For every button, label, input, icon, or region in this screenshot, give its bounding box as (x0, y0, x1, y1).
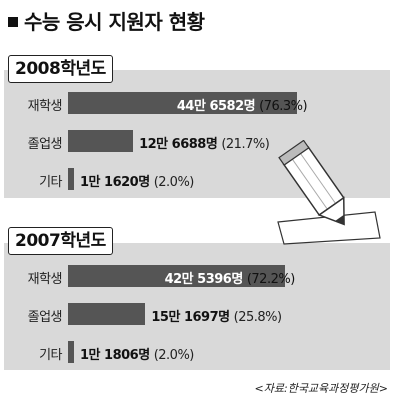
chart-title: 수능 응시 지원자 현황 (8, 6, 205, 35)
section-title-2007: 2007학년도 (8, 227, 113, 255)
title-square-icon (8, 16, 18, 27)
bar-0-0 (68, 92, 297, 114)
row-label-1-2: 기타 (39, 348, 62, 363)
bar-label-1-0: 42만 5396명 (72.2%) (164, 268, 296, 287)
bar-1-0 (68, 265, 285, 287)
value-label: 1만 1620명 (80, 175, 154, 190)
bar-1-1 (68, 303, 146, 325)
percent-label: (72.2%) (246, 272, 295, 287)
value-label: 1만 1806명 (80, 348, 154, 363)
bar-0-1 (68, 130, 134, 152)
pencil-icon (277, 140, 381, 245)
percent-label: (25.8%) (233, 310, 282, 325)
percent-label: (2.0%) (153, 175, 195, 190)
bar-0-2 (68, 168, 74, 190)
percent-label: (76.3%) (259, 99, 308, 114)
value-label: 15만 1697명 (151, 310, 234, 325)
bar-label-0-2: 1만 1620명 (2.0%) (80, 171, 194, 190)
row-label-0-0: 재학생 (27, 99, 63, 114)
bar-label-1-2: 1만 1806명 (2.0%) (80, 344, 194, 363)
source-note: <자료:한국교육과정평가원> (254, 382, 388, 395)
row-label-0-2: 기타 (39, 175, 62, 190)
title-text: 수능 응시 지원자 현황 (24, 10, 205, 34)
percent-label: (2.0%) (153, 348, 195, 363)
value-label: 44만 6582명 (176, 99, 260, 114)
percent-label: (21.7%) (221, 137, 270, 152)
section-title-2008: 2008학년도 (8, 55, 113, 83)
row-label-1-0: 재학생 (27, 272, 63, 287)
bar-label-0-0: 44만 6582명 (76.3%) (176, 95, 308, 114)
row-label-1-1: 졸업생 (27, 310, 63, 325)
row-label-0-1: 졸업생 (27, 137, 63, 152)
bar-label-1-1: 15만 1697명 (25.8%) (151, 306, 282, 325)
value-label: 42만 5396명 (164, 272, 247, 287)
bar-label-0-1: 12만 6688명 (21.7%) (139, 133, 270, 152)
bar-1-2 (68, 341, 74, 363)
value-label: 12만 6688명 (139, 137, 222, 152)
